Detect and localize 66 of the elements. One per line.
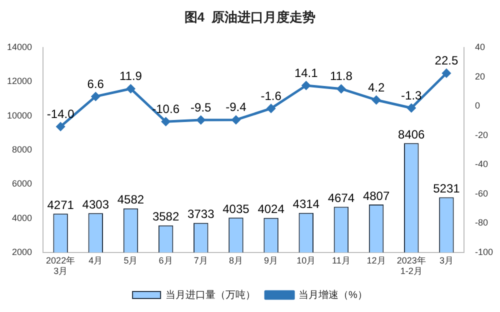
point <box>336 84 346 94</box>
point <box>302 81 310 90</box>
x-tick-label: 2023年1-2月 <box>396 255 426 276</box>
y2-tick-label: 40 <box>474 42 485 52</box>
data-label: -9.5 <box>190 100 212 114</box>
y-tick-label: 14000 <box>6 42 32 52</box>
x-tick-label: 3月 <box>439 255 454 266</box>
point <box>442 68 451 78</box>
legend-label: 当月进口量（万吨） <box>166 288 256 301</box>
data-label: 14.1 <box>294 66 318 80</box>
data-label: 8406 <box>398 127 426 142</box>
point <box>372 96 381 104</box>
data-label: -9.4 <box>226 100 247 114</box>
x-tick-label: 7月 <box>194 255 208 266</box>
data-label: -1.6 <box>260 88 282 103</box>
x-tick-label: 8月 <box>228 255 243 266</box>
y-tick-label: 12000 <box>6 76 32 86</box>
x-tick-label: 10月 <box>296 255 316 266</box>
data-label: 4024 <box>258 202 285 216</box>
point <box>196 116 206 124</box>
data-label: 11.9 <box>119 69 142 84</box>
y-tick-label: 2000 <box>12 246 32 257</box>
data-label: 4674 <box>328 191 355 206</box>
point <box>126 84 135 93</box>
point <box>56 122 65 131</box>
data-label: 4314 <box>292 197 320 212</box>
point <box>91 92 100 101</box>
y2-tick-label: -40 <box>474 159 488 170</box>
data-label: 22.5 <box>434 54 458 68</box>
point <box>162 117 170 126</box>
x-tick-label: 4月 <box>88 255 103 266</box>
data-label: 4582 <box>117 192 144 207</box>
chart-title: 图4 原油进口月度走势 <box>184 9 316 24</box>
data-label: -10.6 <box>152 102 180 116</box>
data-label: -14.0 <box>46 106 75 121</box>
x-tick-label: 12月 <box>366 255 386 266</box>
data-label: 4303 <box>82 197 110 212</box>
y2-tick-label: 0 <box>474 100 480 111</box>
data-label: 4.2 <box>368 80 385 94</box>
data-label: 4807 <box>362 188 390 203</box>
legend-label: 当月增速（%） <box>298 288 368 301</box>
point <box>232 116 240 124</box>
x-tick-label: 6月 <box>158 255 173 266</box>
data-label: 4035 <box>222 202 250 216</box>
x-tick-label: 9月 <box>264 255 278 266</box>
point <box>407 104 416 112</box>
y-tick-label: 4000 <box>12 212 32 223</box>
y-tick-label: 10000 <box>6 110 32 120</box>
point <box>266 104 276 113</box>
y2-tick-label: 20 <box>474 71 485 82</box>
x-tick-label: 11月 <box>332 255 350 266</box>
data-label: 5231 <box>433 182 460 196</box>
y2-tick-label: -60 <box>474 188 488 198</box>
data-label: 4271 <box>47 198 74 212</box>
y2-tick-label: -20 <box>474 130 488 140</box>
x-tick-label: 2022年3月 <box>46 255 76 276</box>
data-label: 6.6 <box>87 76 104 91</box>
y-tick-label: 6000 <box>12 178 32 189</box>
data-label: 3582 <box>152 210 180 224</box>
x-tick-label: 5月 <box>124 255 138 266</box>
data-label: 11.8 <box>330 69 353 84</box>
y2-tick-label: -80 <box>474 218 488 228</box>
data-label: 3733 <box>188 207 215 222</box>
y-tick-label: 8000 <box>12 144 32 154</box>
y2-tick-label: -100 <box>474 246 493 257</box>
data-label: -1.3 <box>401 88 422 102</box>
